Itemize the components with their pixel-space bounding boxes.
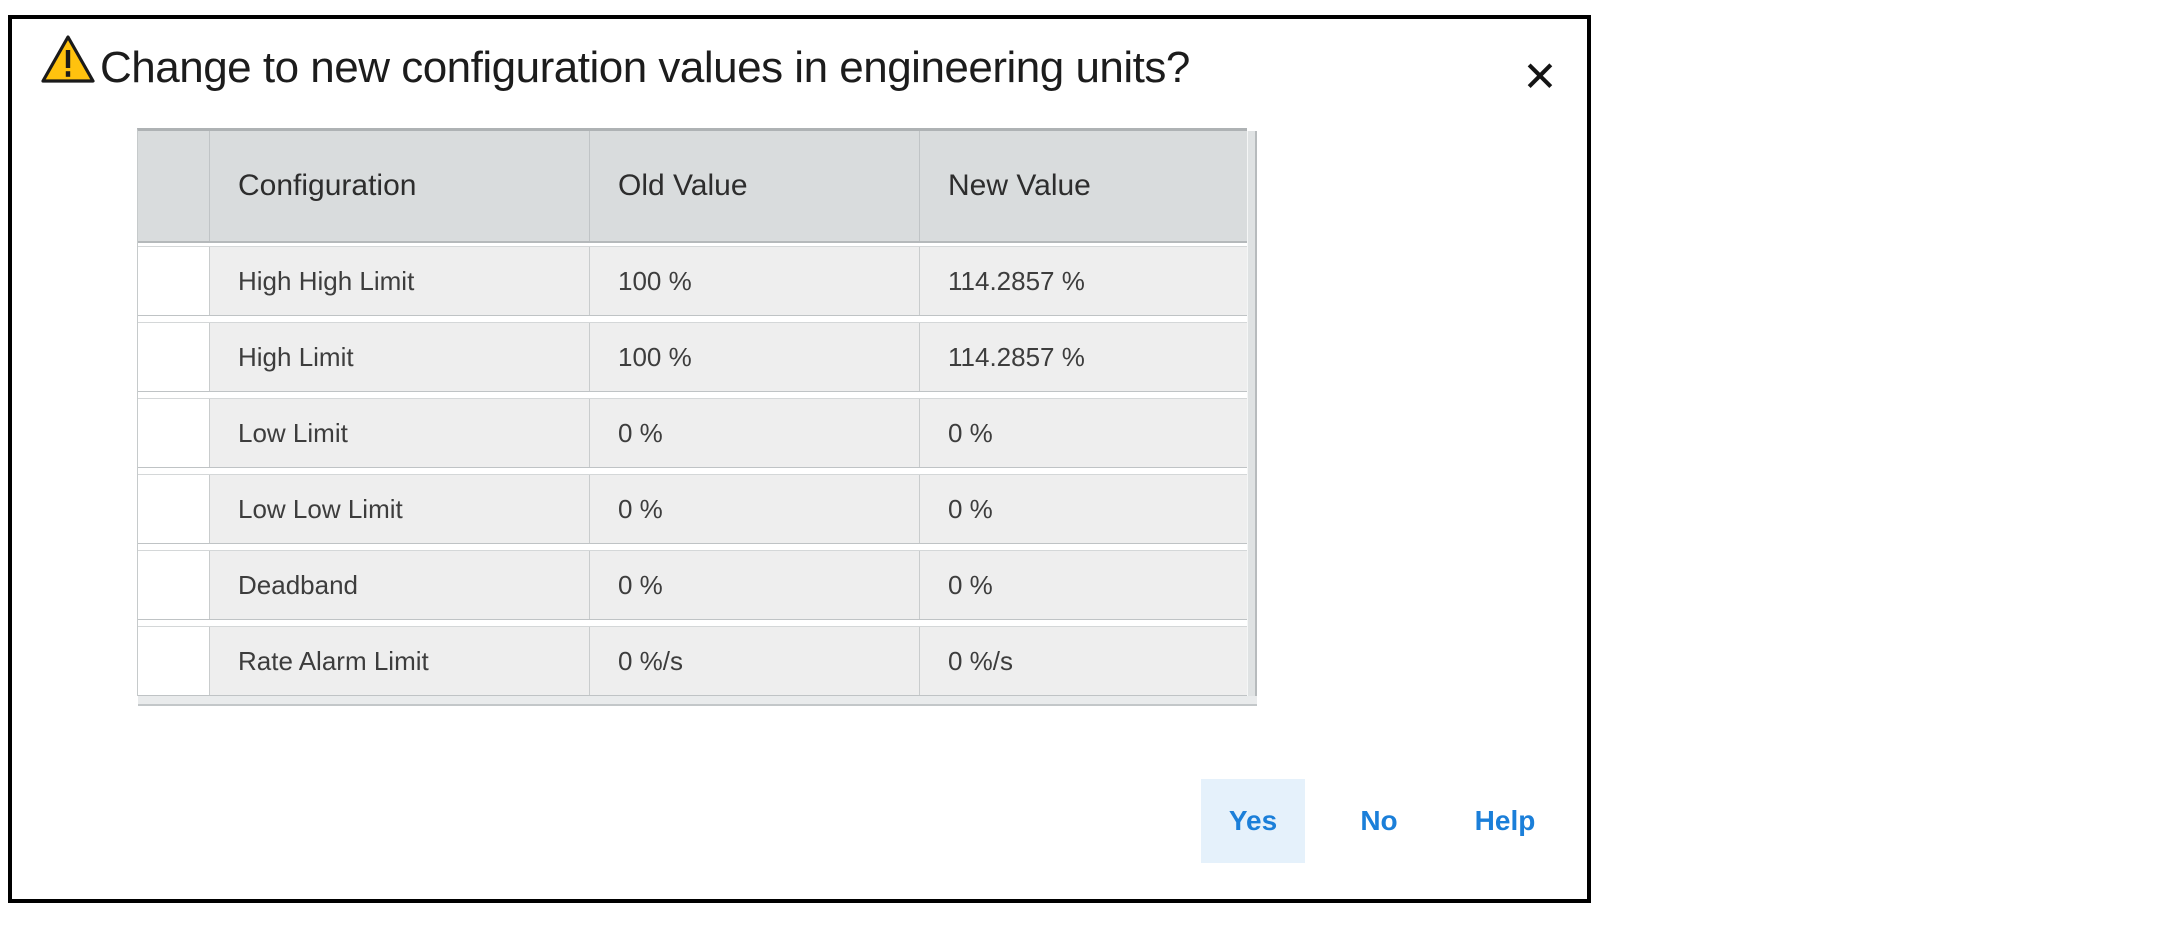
old-value-cell: 100 % <box>590 323 920 391</box>
table-row[interactable]: Rate Alarm Limit 0 %/s 0 %/s <box>138 626 1248 696</box>
old-value-cell: 0 % <box>590 475 920 543</box>
yes-button[interactable]: Yes <box>1201 779 1305 863</box>
row-header-column <box>138 131 210 241</box>
warning-triangle-icon <box>40 34 96 84</box>
table-header-row: Configuration Old Value New Value <box>138 131 1248 243</box>
close-icon: ✕ <box>1522 52 1558 100</box>
dialog-title: Change to new configuration values in en… <box>100 43 1190 92</box>
new-value-cell: 0 % <box>920 551 1248 619</box>
old-value-cell: 100 % <box>590 247 920 315</box>
old-value-cell: 0 %/s <box>590 627 920 695</box>
new-value-cell: 0 % <box>920 475 1248 543</box>
row-selector-cell[interactable] <box>138 323 210 391</box>
new-value-cell: 114.2857 % <box>920 323 1248 391</box>
old-value-cell: 0 % <box>590 399 920 467</box>
confirmation-dialog: Change to new configuration values in en… <box>8 15 1591 903</box>
row-selector-cell[interactable] <box>138 627 210 695</box>
table-body: High High Limit 100 % 114.2857 % High Li… <box>138 243 1248 696</box>
dialog-titlebar: Change to new configuration values in en… <box>12 19 1587 119</box>
column-header-old-value: Old Value <box>590 131 920 241</box>
configuration-cell: Low Low Limit <box>210 475 590 543</box>
vertical-scrollbar-track[interactable] <box>1247 131 1257 696</box>
horizontal-scrollbar-track[interactable] <box>138 696 1257 706</box>
table-row[interactable]: Low Low Limit 0 % 0 % <box>138 474 1248 544</box>
new-value-cell: 0 %/s <box>920 627 1248 695</box>
table-row[interactable]: Deadband 0 % 0 % <box>138 550 1248 620</box>
help-button[interactable]: Help <box>1453 779 1557 863</box>
table-row[interactable]: High Limit 100 % 114.2857 % <box>138 322 1248 392</box>
dialog-button-bar: Yes No Help <box>1201 779 1557 863</box>
new-value-cell: 0 % <box>920 399 1248 467</box>
configuration-cell: High Limit <box>210 323 590 391</box>
configuration-cell: High High Limit <box>210 247 590 315</box>
column-header-new-value: New Value <box>920 131 1248 241</box>
row-selector-cell[interactable] <box>138 551 210 619</box>
configuration-cell: Deadband <box>210 551 590 619</box>
config-table: Configuration Old Value New Value High H… <box>137 128 1257 706</box>
row-selector-cell[interactable] <box>138 475 210 543</box>
row-selector-cell[interactable] <box>138 247 210 315</box>
no-button[interactable]: No <box>1327 779 1431 863</box>
column-header-configuration: Configuration <box>210 131 590 241</box>
table-row[interactable]: High High Limit 100 % 114.2857 % <box>138 246 1248 316</box>
new-value-cell: 114.2857 % <box>920 247 1248 315</box>
configuration-cell: Low Limit <box>210 399 590 467</box>
configuration-cell: Rate Alarm Limit <box>210 627 590 695</box>
table-row[interactable]: Low Limit 0 % 0 % <box>138 398 1248 468</box>
row-selector-cell[interactable] <box>138 399 210 467</box>
old-value-cell: 0 % <box>590 551 920 619</box>
close-button[interactable]: ✕ <box>1509 45 1571 107</box>
